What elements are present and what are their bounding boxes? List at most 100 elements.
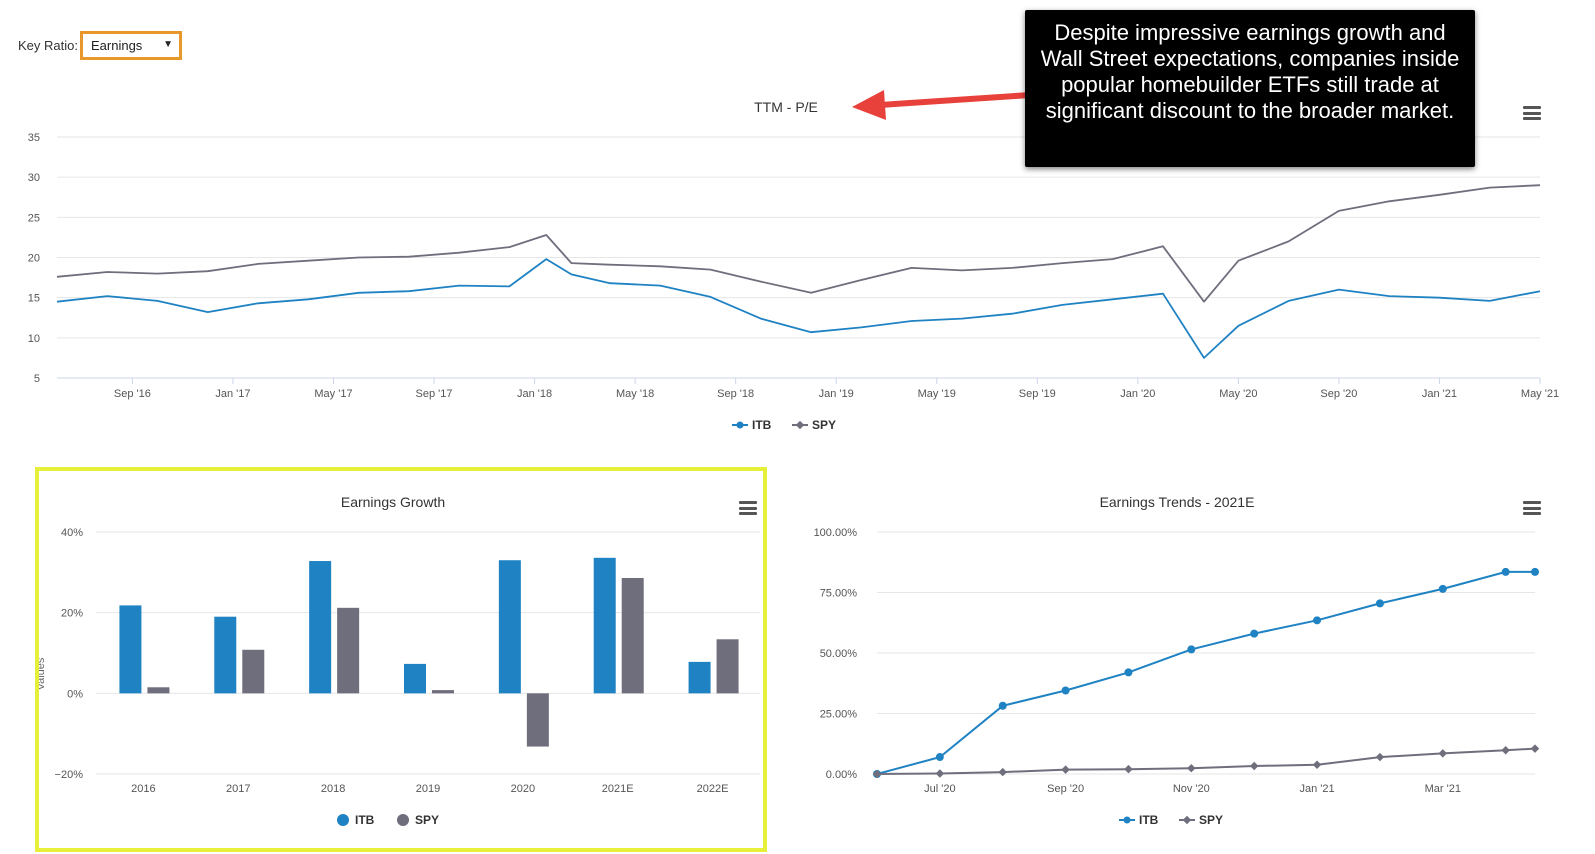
pe-chart-title: TTM - P/E <box>754 99 818 115</box>
eg-bar-spy <box>337 607 360 694</box>
pe-y-tick-label: 25 <box>28 212 40 224</box>
pe-series-line-itb <box>56 258 1541 359</box>
earnings-growth-hamburger-menu-icon[interactable] <box>739 501 757 515</box>
eg-x-tick-label: 2021E <box>602 783 634 795</box>
pe-y-tick-label: 20 <box>28 253 40 265</box>
legend-label-spy: SPY <box>415 813 439 827</box>
pe-x-tick-label: Sep '17 <box>416 388 453 400</box>
earnings-growth-title: Earnings Growth <box>341 494 445 510</box>
callout-arrow <box>852 90 1031 120</box>
pe-x-tick-label: Jan '20 <box>1120 388 1155 400</box>
earnings-trends-legend[interactable]: ITB SPY <box>1119 813 1223 827</box>
eg-x-tick-label: 2019 <box>416 783 440 795</box>
eg-bar-itb <box>404 663 426 694</box>
pe-chart: TTM - P/E 5 10 15 20 25 30 35 Sep '16 Jan '17 Ma… <box>28 99 1559 432</box>
pe-x-tick-label: Jan '19 <box>819 388 854 400</box>
pe-x-tick-label: May '19 <box>918 388 956 400</box>
pe-x-tick-label: Sep '18 <box>717 388 754 400</box>
eg-bar-spy <box>242 649 265 694</box>
et-y-tick-label: 100.00% <box>814 527 858 539</box>
legend-label-spy: SPY <box>812 418 836 432</box>
pe-y-tick-label: 10 <box>28 333 40 345</box>
earnings-trends-series <box>872 567 1540 779</box>
pe-chart-legend[interactable]: ITB SPY <box>732 418 836 432</box>
legend-label-itb: ITB <box>752 418 772 432</box>
pe-chart-x-axis: Sep '16 Jan '17 May '17 Sep '17 Jan '18 May '… <box>114 378 1559 400</box>
et-point-spy <box>1187 763 1196 773</box>
chevron-down-icon: ▼ <box>163 39 173 50</box>
earnings-growth-legend[interactable]: ITB SPY <box>337 813 439 827</box>
legend-marker-itb <box>337 814 349 826</box>
et-point-itb <box>1501 567 1510 576</box>
earnings-trends-title: Earnings Trends - 2021E <box>1100 494 1255 510</box>
et-point-itb <box>1124 668 1133 677</box>
earnings-trends-hamburger-menu-icon[interactable] <box>1523 501 1541 515</box>
earnings-trends-chart: Earnings Trends - 2021E 0.00% 25.00% 50.00… <box>814 494 1540 827</box>
pe-y-tick-label: 5 <box>34 373 40 385</box>
eg-bar-spy <box>526 693 549 747</box>
eg-x-tick-label: 2020 <box>511 783 535 795</box>
et-point-spy <box>1249 761 1259 771</box>
et-point-itb <box>1250 629 1259 638</box>
legend-marker-spy <box>795 420 805 430</box>
et-y-tick-label: 0.00% <box>826 769 857 781</box>
pe-x-tick-label: May '21 <box>1521 388 1559 400</box>
et-point-itb <box>1375 599 1384 608</box>
eg-bar-spy <box>621 577 644 694</box>
pe-x-tick-label: May '20 <box>1219 388 1257 400</box>
et-x-tick-label: Sep '20 <box>1047 783 1084 795</box>
eg-y-tick-label: −20% <box>55 769 84 781</box>
et-series-line-itb <box>876 570 1535 775</box>
earnings-trends-x-axis: Jul '20 Sep '20 Nov '20 Jan '21 Mar '21 <box>924 783 1461 795</box>
pe-series-line-spy <box>56 184 1541 303</box>
et-point-spy <box>1312 760 1322 770</box>
key-ratio-select[interactable]: Earnings ▼ <box>80 31 182 60</box>
legend-label-itb: ITB <box>355 813 375 827</box>
legend-marker-itb <box>1123 816 1131 824</box>
pe-x-tick-label: Jan '17 <box>215 388 250 400</box>
pe-chart-hamburger-menu-icon[interactable] <box>1523 106 1541 120</box>
pe-x-tick-label: May '18 <box>616 388 654 400</box>
et-point-itb <box>1313 616 1322 625</box>
et-point-spy <box>998 767 1007 777</box>
et-point-spy <box>935 769 945 778</box>
legend-marker-spy <box>1182 815 1192 825</box>
pe-chart-grid <box>57 136 1540 379</box>
et-point-itb <box>1187 645 1196 654</box>
eg-x-tick-label: 2017 <box>226 783 250 795</box>
pe-y-tick-label: 30 <box>28 172 40 184</box>
earnings-growth-y-axis: −20% 0% 20% 40% <box>55 527 84 781</box>
et-y-tick-label: 50.00% <box>820 648 858 660</box>
et-point-spy <box>1438 749 1448 758</box>
et-x-tick-label: Nov '20 <box>1173 783 1210 795</box>
pe-y-tick-label: 15 <box>28 293 40 305</box>
earnings-trends-y-axis: 0.00% 25.00% 50.00% 75.00% 100.00% <box>814 527 858 781</box>
et-point-itb <box>1531 567 1539 576</box>
et-point-spy <box>1530 744 1540 753</box>
earnings-growth-x-axis: 2016 2017 2018 2019 2020 2021E 2022E <box>131 783 728 795</box>
et-x-tick-label: Jul '20 <box>924 783 955 795</box>
eg-y-tick-label: 40% <box>61 527 83 539</box>
pe-chart-series <box>56 184 1541 359</box>
eg-x-tick-label: 2018 <box>321 783 345 795</box>
et-series-line-spy <box>876 747 1536 775</box>
eg-bar-itb <box>593 557 616 694</box>
legend-marker-itb <box>736 421 744 429</box>
legend-label-spy: SPY <box>1199 813 1223 827</box>
et-point-itb <box>998 701 1007 710</box>
eg-x-tick-label: 2016 <box>131 783 155 795</box>
et-y-tick-label: 25.00% <box>820 709 858 721</box>
eg-bar-spy <box>716 639 739 694</box>
et-point-spy <box>1124 764 1133 774</box>
eg-bar-itb <box>498 560 521 694</box>
eg-bar-spy <box>147 687 170 694</box>
legend-label-itb: ITB <box>1139 813 1159 827</box>
pe-chart-y-axis: 5 10 15 20 25 30 35 <box>28 132 40 385</box>
et-y-tick-label: 75.00% <box>820 588 858 600</box>
eg-bar-itb <box>214 616 237 694</box>
eg-x-tick-label: 2022E <box>697 783 729 795</box>
et-point-spy <box>872 769 882 779</box>
arrow-shaft <box>879 92 1031 108</box>
arrow-left-icon <box>852 90 886 120</box>
eg-y-tick-label: 20% <box>61 608 83 620</box>
